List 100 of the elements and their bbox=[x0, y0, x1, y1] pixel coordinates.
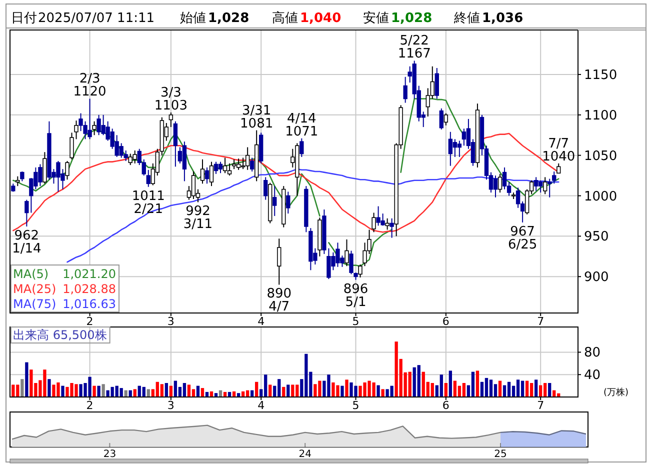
bar bbox=[502, 385, 506, 397]
annotation: 1011 2/21 bbox=[132, 188, 165, 217]
bar bbox=[255, 382, 258, 397]
bar bbox=[160, 384, 164, 397]
y-tick-label: 950 bbox=[584, 230, 609, 245]
x-tick-label: 3 bbox=[167, 399, 174, 412]
bar bbox=[291, 384, 294, 397]
bar bbox=[48, 379, 51, 397]
y-tick-label: 1000 bbox=[584, 189, 618, 204]
x-tick-label: 24 bbox=[298, 449, 312, 460]
annotation: 4/14 1071 bbox=[285, 111, 318, 140]
bar bbox=[345, 380, 348, 397]
x-tick-label: 5 bbox=[352, 399, 360, 412]
bar bbox=[484, 378, 488, 397]
annotation: 962 1/14 bbox=[12, 228, 42, 256]
text: 始値 bbox=[180, 11, 206, 26]
text: 終値 bbox=[453, 11, 480, 26]
bar bbox=[133, 389, 136, 397]
bar bbox=[97, 386, 100, 397]
text: 日付 bbox=[11, 11, 37, 26]
annotation: 896 5/1 bbox=[343, 282, 368, 310]
bar bbox=[489, 380, 493, 397]
bar bbox=[268, 384, 272, 397]
bar bbox=[448, 370, 452, 397]
x-tick-label: 5 bbox=[352, 315, 360, 328]
bar bbox=[187, 384, 191, 397]
text: 1,036 bbox=[482, 11, 524, 26]
text: 2025/07/07 11:11 bbox=[38, 11, 155, 26]
bar bbox=[120, 388, 123, 397]
bar bbox=[174, 380, 178, 397]
bar bbox=[20, 379, 24, 397]
bar bbox=[146, 389, 150, 397]
y-tick-label: 40 bbox=[584, 368, 601, 384]
line-series bbox=[66, 168, 560, 263]
bar bbox=[525, 380, 529, 397]
bar bbox=[471, 372, 475, 397]
bar bbox=[408, 372, 412, 397]
bar bbox=[200, 388, 204, 397]
x-tick-label: 4 bbox=[258, 399, 265, 412]
bar bbox=[164, 383, 168, 397]
bar bbox=[548, 383, 552, 397]
annotation: 5/22 1167 bbox=[398, 34, 431, 62]
text: MA(75) 1,016.63 bbox=[13, 297, 116, 311]
bar bbox=[381, 389, 384, 397]
annotation: 2/3 1120 bbox=[73, 72, 106, 100]
bar bbox=[440, 374, 443, 397]
annotation: 3/31 1081 bbox=[240, 103, 274, 132]
bar bbox=[142, 386, 146, 397]
y-axis-title: (万株) bbox=[603, 387, 629, 398]
x-tick-label: 25 bbox=[494, 449, 507, 460]
x-tick-label: 7 bbox=[537, 315, 544, 328]
bar bbox=[92, 386, 96, 397]
y-tick-label: 1050 bbox=[584, 148, 618, 164]
bar bbox=[516, 380, 520, 397]
bar bbox=[520, 380, 524, 397]
bar bbox=[61, 386, 64, 397]
text: MA(25) 1,028.88 bbox=[13, 282, 116, 296]
bar bbox=[282, 386, 286, 397]
text: 1,028 bbox=[391, 11, 432, 26]
x-tick-label: 7 bbox=[537, 399, 544, 412]
y-tick-label: 1100 bbox=[584, 108, 618, 124]
x-tick-label: 2 bbox=[86, 399, 94, 412]
text: 1,028 bbox=[208, 11, 250, 26]
x-tick-label: 3 bbox=[167, 315, 174, 328]
y-tick-label: 80 bbox=[584, 346, 601, 361]
bar bbox=[417, 365, 420, 397]
annotation: 890 4/7 bbox=[266, 286, 292, 315]
y-tick-label: 900 bbox=[584, 270, 609, 286]
annotation: 992 3/11 bbox=[183, 204, 213, 232]
text: 高値 bbox=[272, 10, 298, 26]
bar bbox=[480, 382, 484, 397]
bar bbox=[102, 384, 105, 397]
bar bbox=[444, 383, 448, 397]
bar bbox=[430, 383, 434, 397]
bar bbox=[498, 380, 502, 397]
bar bbox=[507, 382, 511, 397]
bar bbox=[376, 385, 380, 397]
bar bbox=[476, 370, 480, 397]
text: 安値 bbox=[363, 10, 389, 26]
bar bbox=[530, 383, 534, 397]
bar bbox=[453, 380, 457, 397]
bar bbox=[286, 384, 290, 397]
annotation: 出来高 65,500株 bbox=[13, 328, 107, 342]
bar bbox=[25, 362, 28, 397]
x-tick-label: 23 bbox=[103, 449, 116, 460]
text: MA(5) 1,021.20 bbox=[13, 267, 116, 281]
annotation: 967 6/25 bbox=[508, 224, 538, 252]
bar bbox=[539, 385, 542, 397]
bar bbox=[182, 383, 186, 397]
bar bbox=[12, 384, 15, 397]
x-tick-label: 6 bbox=[442, 315, 450, 328]
bar bbox=[462, 383, 466, 397]
annotation: 3/3 1103 bbox=[154, 85, 188, 114]
bar bbox=[534, 380, 538, 397]
annotation: 7/7 1040 bbox=[542, 136, 576, 164]
x-tick-label: 2 bbox=[86, 315, 94, 328]
x-tick-label: 6 bbox=[442, 399, 450, 412]
bar bbox=[340, 386, 344, 397]
text: 1,040 bbox=[300, 11, 342, 26]
x-tick-label: 4 bbox=[258, 315, 265, 328]
